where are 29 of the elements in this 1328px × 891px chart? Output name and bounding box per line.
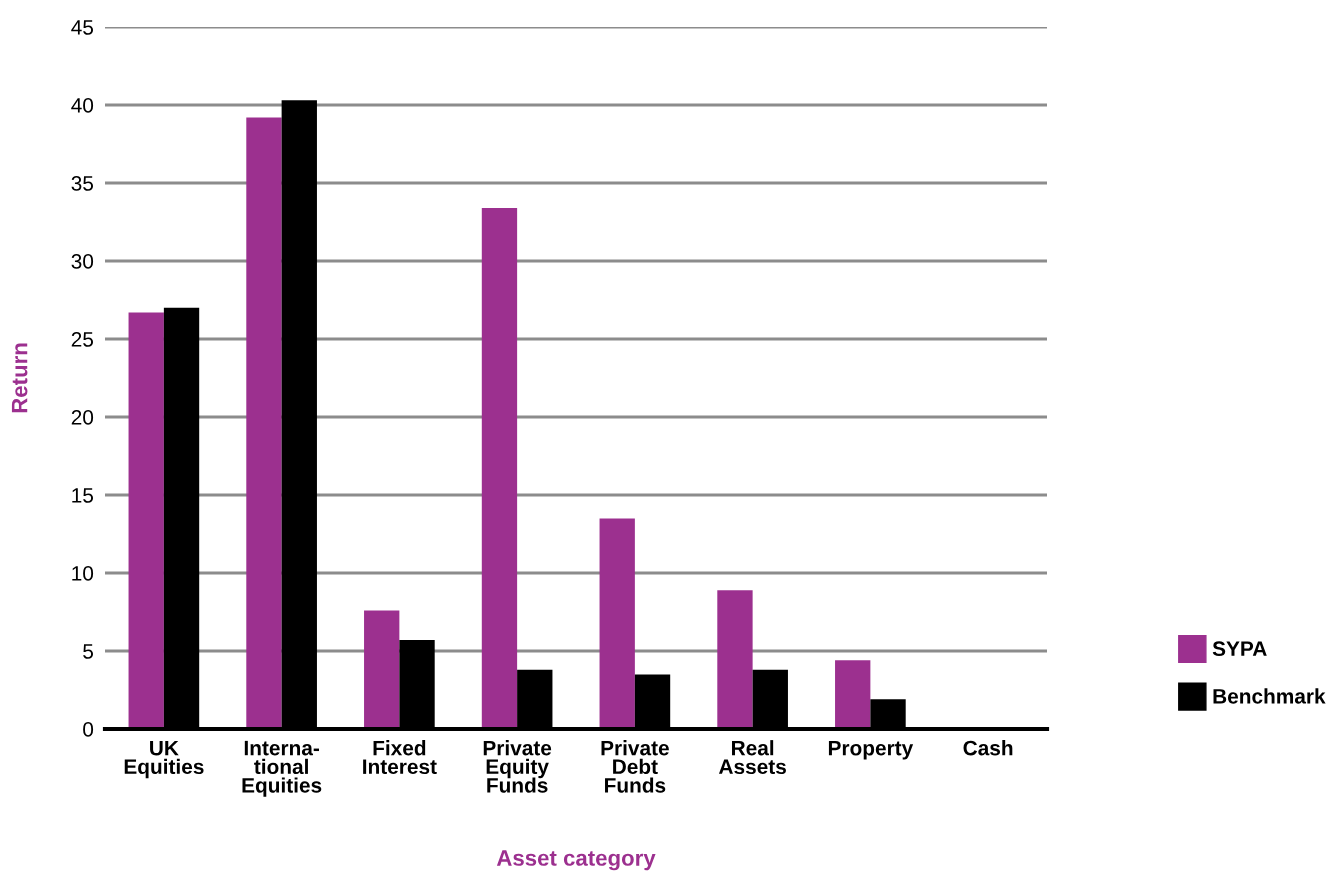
y-tick-label: 0 xyxy=(83,722,94,737)
bar xyxy=(599,518,635,729)
legend-label: SYPA xyxy=(1212,641,1267,657)
bar xyxy=(364,610,400,729)
x-tick-label: Interna- tional Equities xyxy=(242,740,322,797)
x-tick-label: Fixed Interest xyxy=(363,740,437,775)
bar xyxy=(128,312,164,729)
y-tick-label: 25 xyxy=(71,332,94,347)
x-tick-label: Cash xyxy=(963,740,1013,756)
y-tick-label: 30 xyxy=(71,254,94,269)
bar xyxy=(835,660,871,729)
x-tick-label: Property xyxy=(828,740,914,760)
bar xyxy=(481,207,518,729)
x-tick-label: Real Assets xyxy=(718,740,786,775)
y-tick-label: 45 xyxy=(71,20,94,35)
legend-label: Benchmark xyxy=(1213,688,1326,704)
y-tick-label: 5 xyxy=(83,644,94,659)
bar xyxy=(246,117,282,729)
x-tick-label: UK Equities xyxy=(124,740,204,779)
y-tick-label: 35 xyxy=(71,176,94,191)
bar xyxy=(717,590,753,729)
y-tick-label: 40 xyxy=(71,98,94,113)
y-tick-label: 20 xyxy=(71,410,94,425)
y-axis-title: Return xyxy=(11,343,28,413)
x-axis-title: Asset category xyxy=(496,850,656,871)
x-tick-label: Private Equity Funds xyxy=(483,740,552,793)
y-tick-label: 15 xyxy=(72,488,94,503)
x-tick-label: Private Debt Funds xyxy=(601,740,669,793)
y-tick-label: 10 xyxy=(72,566,94,581)
